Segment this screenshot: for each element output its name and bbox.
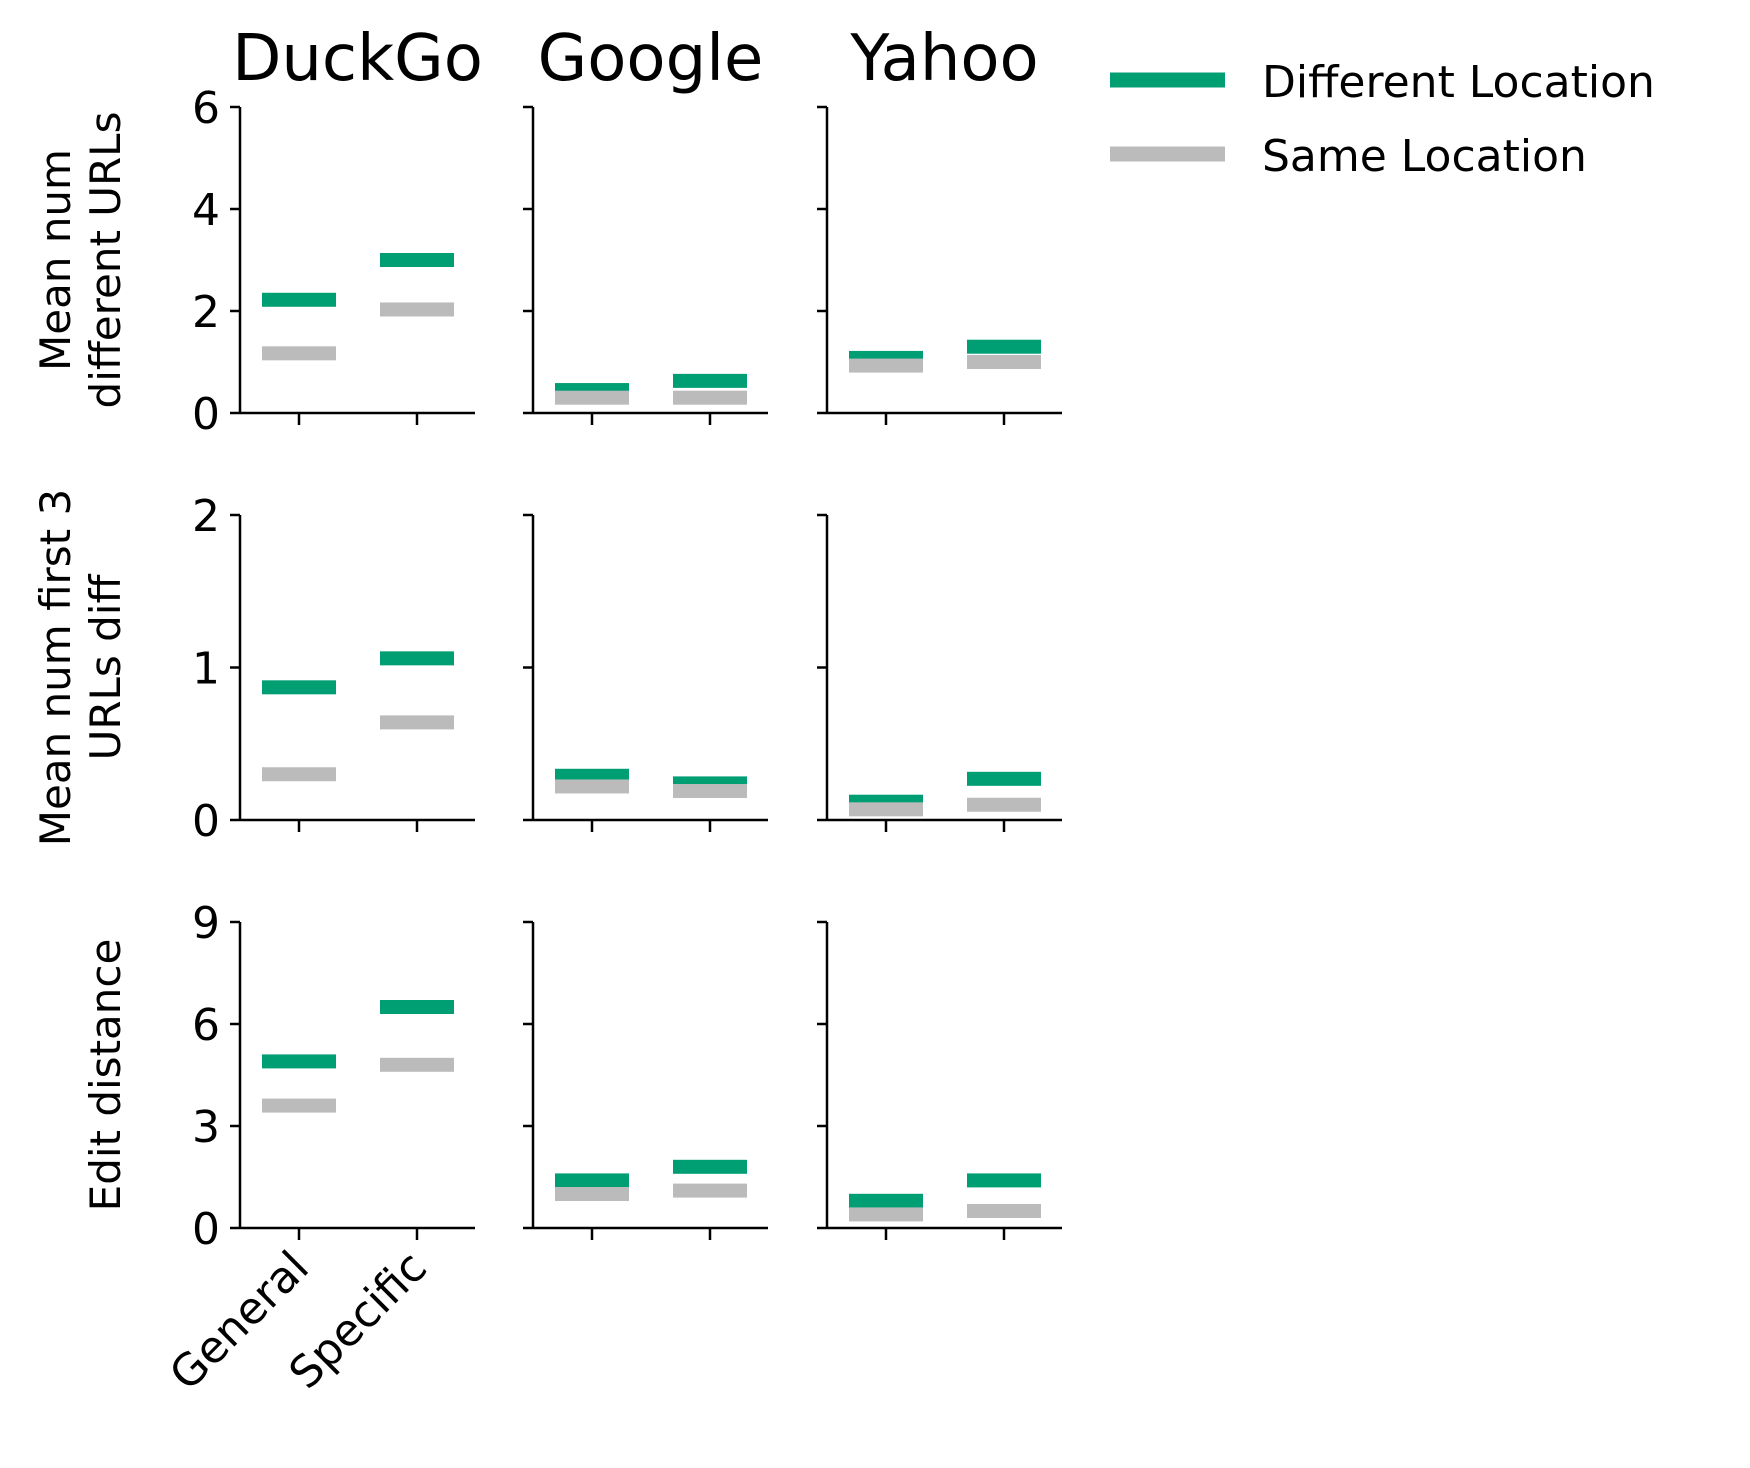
bar-same-duckgo-row-3-specific (380, 1057, 454, 1072)
column-title-yahoo: Yahoo (849, 22, 1038, 96)
bar-same-duckgo-row-3-general (262, 1098, 336, 1113)
bar-different-duckgo-row-1-general (262, 292, 336, 307)
bar-different-yahoo-row-3-specific (967, 1173, 1041, 1188)
bar-different-yahoo-row-2-specific (967, 771, 1041, 786)
y-tick-label-duckgo-row-1-6: 6 (192, 83, 220, 134)
bar-same-google-row-2-general (555, 779, 629, 794)
bar-different-yahoo-row-1-specific (967, 339, 1041, 354)
y-tick-label-duckgo-row-1-4: 4 (192, 185, 220, 236)
y-tick-label-duckgo-row-3-6: 6 (192, 1000, 220, 1051)
y-tick-label-duckgo-row-1-0: 0 (192, 389, 220, 440)
bar-different-duckgo-row-1-specific (380, 253, 454, 267)
y-axis-label-row-2-line-1: Mean num first 3 (31, 489, 80, 846)
bar-different-google-row-2-general (555, 768, 629, 783)
bar-same-google-row-1-general (555, 390, 629, 405)
bar-different-duckgo-row-2-general (262, 680, 336, 695)
bar-same-yahoo-row-2-general (849, 802, 923, 817)
bar-same-google-row-1-specific (673, 390, 747, 405)
bar-same-duckgo-row-1-specific (380, 302, 454, 317)
y-tick-label-duckgo-row-3-0: 0 (192, 1204, 220, 1255)
bar-different-google-row-3-specific (673, 1159, 747, 1174)
bar-different-google-row-3-general (555, 1173, 629, 1188)
plot-grid: DuckGo Google Yahoo Mean num different URLs 0… (31, 22, 1062, 1400)
y-axis-label-row-3-line-1: Edit distance (81, 939, 130, 1212)
bar-same-yahoo-row-1-general (849, 358, 923, 373)
bar-same-duckgo-row-1-general (262, 346, 336, 361)
y-tick-label-duckgo-row-1-2: 2 (192, 287, 220, 338)
legend-label-different-location: Different Location (1262, 57, 1655, 108)
y-tick-label-duckgo-row-2-2: 2 (192, 491, 220, 542)
bar-same-yahoo-row-1-specific (967, 355, 1041, 369)
bar-different-duckgo-row-2-specific (380, 651, 454, 666)
bar-same-google-row-3-specific (673, 1183, 747, 1198)
bar-same-google-row-2-specific (673, 784, 747, 799)
bar-same-duckgo-row-2-general (262, 767, 336, 782)
bar-different-google-row-1-specific (673, 373, 747, 388)
bar-different-duckgo-row-3-general (262, 1054, 336, 1069)
y-tick-label-duckgo-row-3-9: 9 (192, 898, 220, 949)
y-tick-label-duckgo-row-2-1: 1 (192, 644, 220, 695)
bar-different-duckgo-row-3-specific (380, 1000, 454, 1014)
column-title-duckgo: DuckGo (232, 22, 483, 96)
y-axis-label-row-1-line-1: Mean num (31, 149, 80, 371)
y-axis-label-row-2-line-2: URLs diff (81, 574, 130, 761)
legend-label-same-location: Same Location (1262, 131, 1587, 182)
legend: Different Location Same Location (1110, 57, 1655, 182)
y-tick-label-duckgo-row-3-3: 3 (192, 1102, 220, 1153)
bar-different-yahoo-row-3-general (849, 1193, 923, 1208)
y-tick-label-duckgo-row-2-0: 0 (192, 796, 220, 847)
bar-same-duckgo-row-2-specific (380, 715, 454, 730)
bar-same-google-row-3-general (555, 1187, 629, 1201)
column-title-google: Google (538, 22, 764, 96)
bar-same-yahoo-row-2-specific (967, 797, 1041, 812)
bar-same-yahoo-row-3-general (849, 1207, 923, 1222)
bar-same-yahoo-row-3-specific (967, 1204, 1041, 1218)
y-axis-label-row-1-line-2: different URLs (81, 112, 130, 409)
